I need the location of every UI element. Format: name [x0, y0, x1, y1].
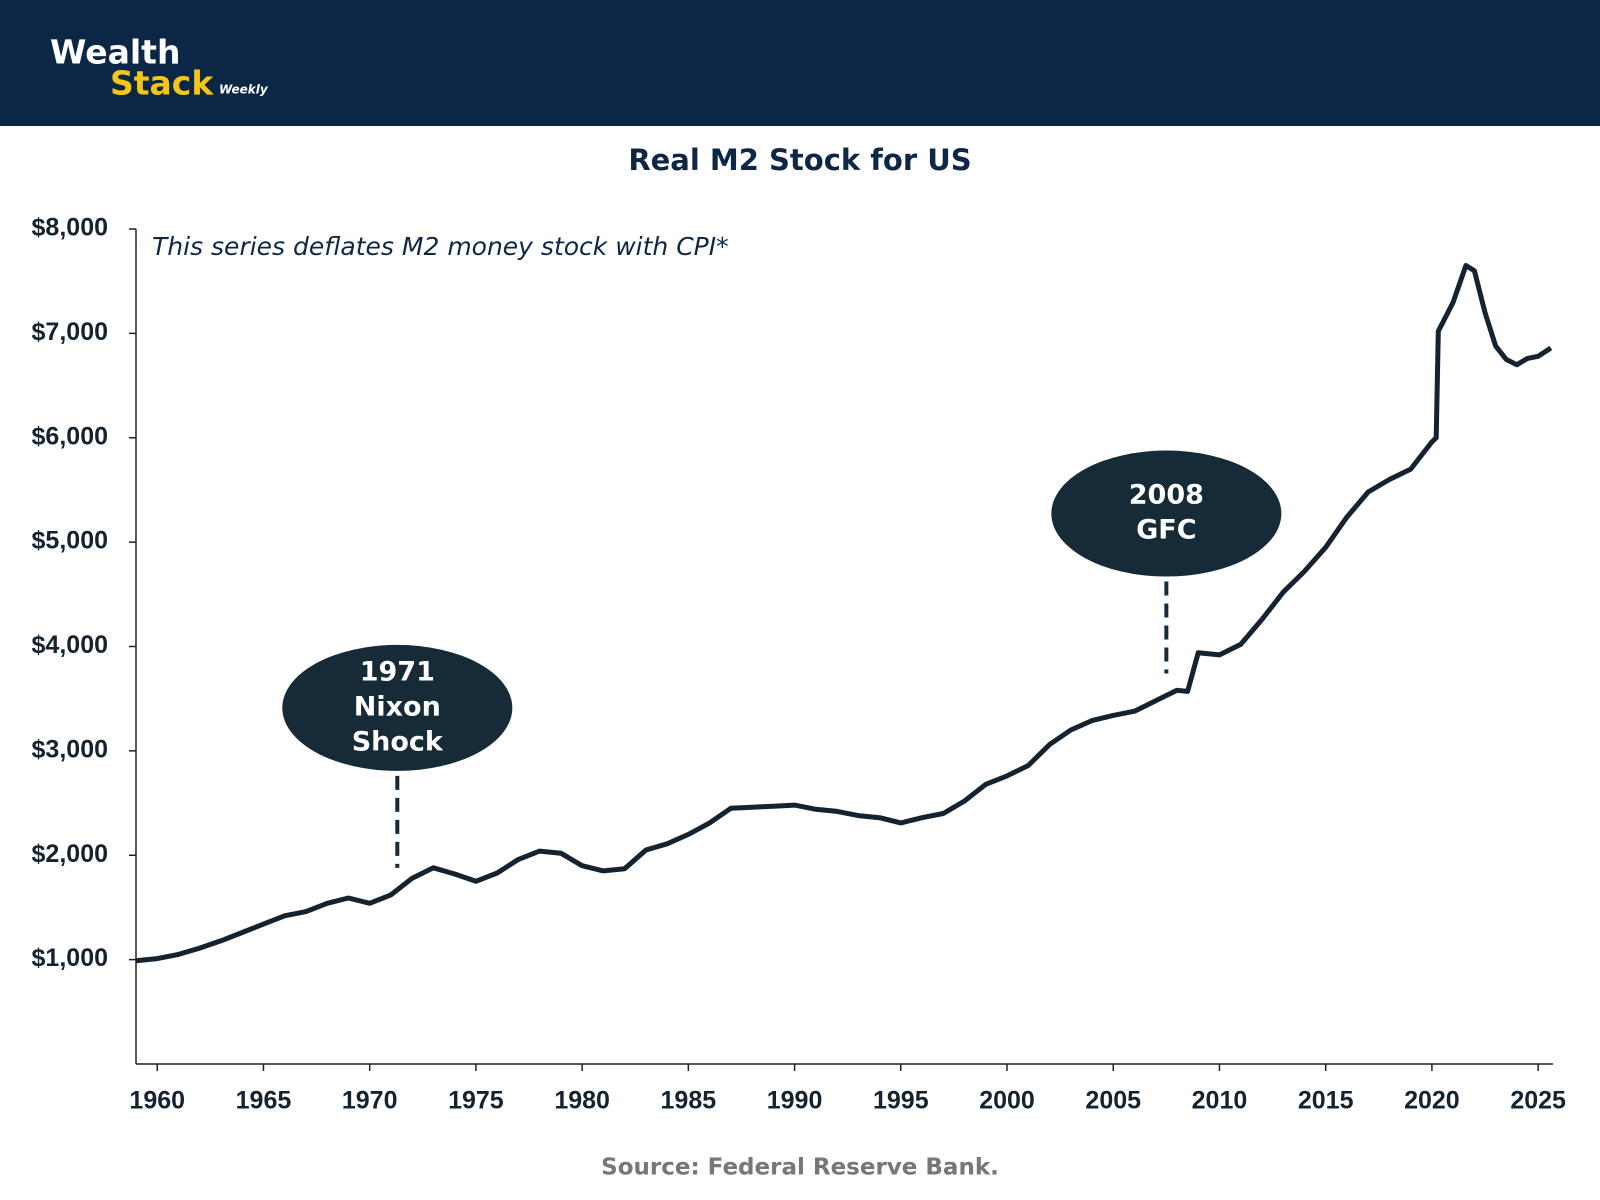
annotation-text: 1971: [360, 656, 435, 687]
y-tick-label: $6,000: [32, 422, 108, 450]
y-tick-label: $7,000: [32, 318, 108, 346]
y-tick-label: $3,000: [32, 735, 108, 763]
header-bar: [0, 0, 1600, 126]
subtitle: This series deflates M2 money stock with…: [152, 232, 729, 261]
annotation-text: Shock: [352, 726, 444, 757]
x-tick-label: 2005: [1085, 1087, 1141, 1115]
annotation-bubble: [1051, 450, 1282, 577]
x-tick-label: 1995: [873, 1087, 929, 1115]
x-tick-label: 2000: [979, 1087, 1035, 1115]
x-tick-label: 2020: [1404, 1087, 1460, 1115]
line: [135, 263, 1553, 964]
x-tick-label: 2025: [1510, 1087, 1566, 1115]
x-tick-label: 1990: [767, 1087, 823, 1115]
x-tick-label: 1970: [342, 1087, 398, 1115]
x-tick-label: 1960: [129, 1087, 185, 1115]
y-tick-label: $1,000: [32, 944, 108, 972]
logo-bottom: Stack: [110, 64, 214, 103]
x-tick-label: 2015: [1298, 1087, 1354, 1115]
y-tick-label: $2,000: [32, 840, 108, 868]
source: Source: Federal Reserve Bank.: [601, 1155, 999, 1181]
x-tick-label: 1985: [661, 1087, 717, 1115]
y-tick-label: $8,000: [32, 214, 108, 242]
annotation-text: Nixon: [354, 691, 441, 722]
y-tick-label: $5,000: [32, 527, 108, 555]
logo-top: Wealth: [50, 33, 180, 72]
annotation-bubble: [282, 644, 513, 771]
annotation-text: 2008: [1129, 480, 1204, 511]
annotation-text: GFC: [1136, 515, 1196, 546]
chart-title: Real M2 Stock for US: [628, 143, 971, 177]
x-tick-label: 2010: [1192, 1087, 1248, 1115]
y-tick-label: $4,000: [32, 631, 108, 659]
x-tick-label: 1975: [448, 1087, 504, 1115]
x-tick-label: 1980: [554, 1087, 610, 1115]
logo-tag: Weekly: [219, 83, 269, 97]
x-tick-label: 1965: [236, 1087, 292, 1115]
